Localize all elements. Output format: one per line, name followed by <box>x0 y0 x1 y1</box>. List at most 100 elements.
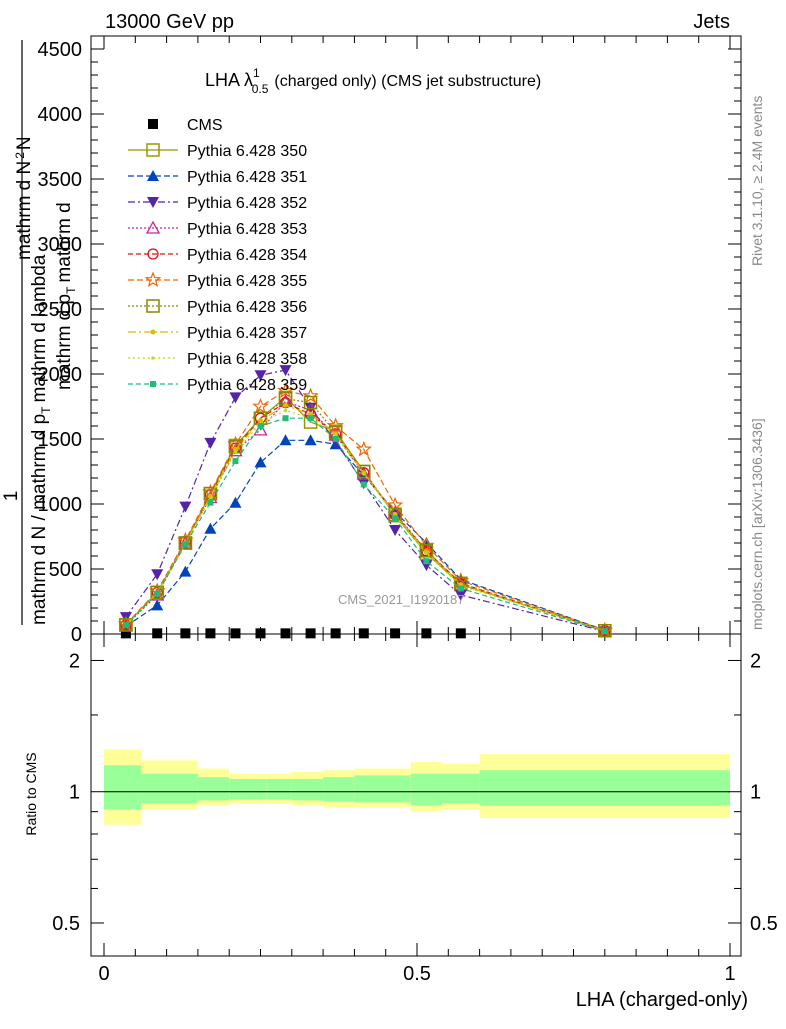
data-point <box>154 590 161 597</box>
ratio-band-inner <box>442 773 480 804</box>
ylabel-one: 1 <box>1 491 22 502</box>
legend-marker <box>145 220 161 234</box>
data-point <box>330 628 341 639</box>
data-point <box>229 392 242 404</box>
data-point <box>302 387 319 404</box>
data-point <box>332 436 339 442</box>
data-point <box>179 501 192 513</box>
ratio-y-tick-label: 1 <box>69 782 80 804</box>
data-point <box>230 628 241 639</box>
ratio-band-inner <box>197 777 230 801</box>
main-series <box>117 365 614 639</box>
data-point <box>355 440 373 457</box>
data-point <box>362 472 366 476</box>
main-axis-ticks: 0 500 1000 1500 2000 2500 3000 3500 4000 4500 0 0.5… <box>38 36 741 985</box>
data-point <box>279 365 292 377</box>
y-tick-label: 3000 <box>38 234 83 256</box>
y-tick-label: 3500 <box>38 169 83 191</box>
data-point <box>304 434 317 446</box>
data-point <box>418 536 435 553</box>
data-point <box>208 495 213 500</box>
legend-label: Pythia 6.428 359 <box>187 377 307 394</box>
plot-title: LHA λ1 0.5 (charged only) (CMS jet substru… <box>205 66 541 96</box>
legend-marker <box>146 299 160 313</box>
x-tick-label: 0.5 <box>403 963 431 985</box>
legend-entry: Pythia 6.428 352 <box>128 195 307 212</box>
legend-marker <box>147 197 159 208</box>
legend-entry: CMS <box>148 117 223 134</box>
legend-marker <box>150 381 156 387</box>
data-point <box>232 458 239 465</box>
data-point <box>228 443 243 457</box>
data-point <box>178 536 193 550</box>
ratio-band-inner <box>323 777 355 802</box>
ratio-y-tick-label-right: 0.5 <box>750 913 778 935</box>
legend-entry: Pythia 6.428 358 <box>128 351 307 368</box>
ratio-y-tick-label: 0.5 <box>52 913 80 935</box>
legend-entry: Pythia 6.428 357 <box>128 325 307 342</box>
ratio-y-tick-label-right: 2 <box>750 650 761 672</box>
legend-marker <box>144 271 162 288</box>
data-point <box>601 628 608 635</box>
series-line <box>125 417 605 632</box>
data-point <box>120 628 131 639</box>
legend-label: Pythia 6.428 358 <box>187 351 307 368</box>
plot-title-sup: 1 <box>253 66 260 80</box>
data-point <box>356 466 371 480</box>
legend-entry: Pythia 6.428 351 <box>128 169 307 186</box>
header-right: Jets <box>693 11 730 33</box>
series-10 <box>122 415 608 635</box>
legend: CMS Pythia 6.428 350 Pythia 6.428 351 Pythi… <box>128 117 307 394</box>
data-point <box>420 545 433 557</box>
series-line <box>125 390 605 631</box>
watermark: CMS_2021_I1920187 <box>338 592 465 607</box>
rivet-version-label: Rivet 3.1.10, ≥ 2.4M events <box>749 96 765 266</box>
data-point <box>357 464 371 479</box>
data-point <box>360 481 367 488</box>
y-tick-label: 4000 <box>38 104 83 126</box>
legend-marker <box>148 119 158 129</box>
legend-marker <box>150 329 156 335</box>
ratio-layer: 0.5 0.5 1 1 2 2 <box>52 650 778 935</box>
data-point <box>258 418 263 424</box>
data-point <box>283 408 288 412</box>
ratio-band-inner <box>229 778 267 800</box>
series-line <box>125 439 605 631</box>
data-point <box>282 415 289 422</box>
data-point <box>232 446 238 452</box>
x-axis-title: LHA (charged-only) <box>576 989 748 1011</box>
data-point <box>305 628 316 639</box>
legend-label: Pythia 6.428 350 <box>187 143 307 160</box>
series-5 <box>120 396 611 637</box>
data-point <box>419 544 434 558</box>
data-point <box>229 496 242 508</box>
y-tick-label: 500 <box>49 559 82 581</box>
data-point <box>182 541 189 548</box>
series-line <box>125 409 605 632</box>
data-point <box>119 618 133 632</box>
svg-text:LHA λ10.5(charged only) (CMS j: LHA λ1 0.5 (charged only) (CMS jet substru… <box>205 66 541 96</box>
series-line <box>125 401 605 632</box>
data-point <box>421 628 432 639</box>
data-point <box>390 628 401 639</box>
data-point <box>280 628 291 639</box>
legend-entry: Pythia 6.428 354 <box>128 247 307 264</box>
mcplots-label: mcplots.cern.ch [arXiv:1306.3436] <box>749 418 765 630</box>
legend-entry: Pythia 6.428 353 <box>128 220 307 238</box>
data-point <box>233 450 238 454</box>
data-point <box>254 370 267 382</box>
ratio-band-inner <box>354 775 411 803</box>
data-point <box>207 499 214 506</box>
data-point <box>151 586 163 599</box>
ratio-band-inner <box>141 773 198 804</box>
legend-label: Pythia 6.428 357 <box>187 325 307 342</box>
legend-label: CMS <box>187 117 223 134</box>
data-point <box>423 558 430 565</box>
legend-marker <box>147 248 159 260</box>
y-tick-label: 2500 <box>38 299 83 321</box>
y-tick-label: 1500 <box>38 429 83 451</box>
data-point <box>204 522 217 534</box>
ratio-band-inner <box>291 778 324 801</box>
data-point <box>252 397 269 414</box>
